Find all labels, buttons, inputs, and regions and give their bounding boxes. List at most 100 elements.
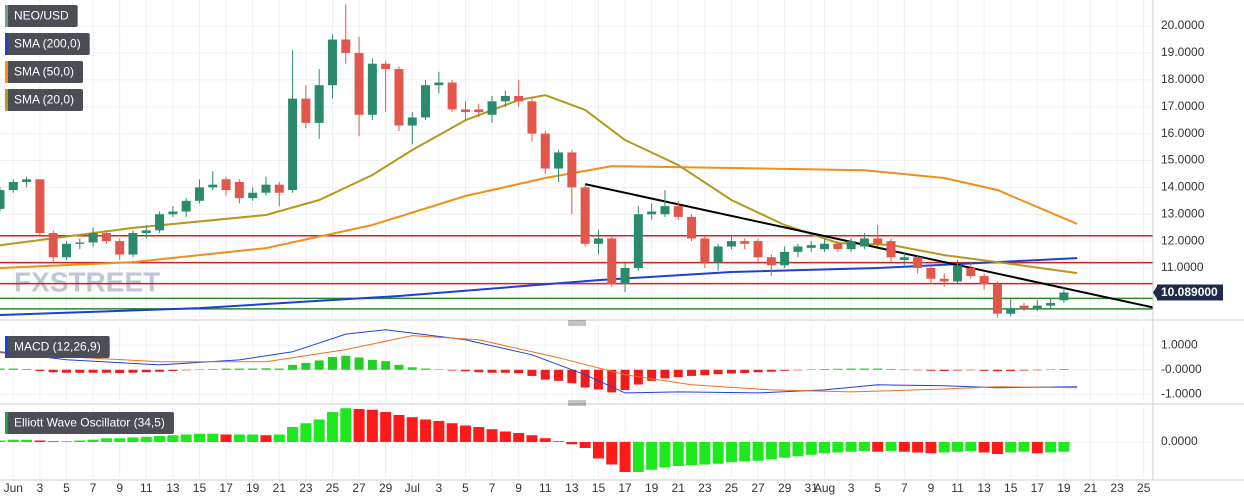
histogram-bar <box>527 369 537 376</box>
x-tick-label: Aug <box>814 481 835 495</box>
legend-item: Elliott Wave Oscillator (34,5) <box>5 412 174 434</box>
histogram-bar <box>327 356 337 370</box>
candle-body <box>1006 308 1016 314</box>
legend-box <box>5 412 174 434</box>
candle-body <box>288 98 298 191</box>
candle-body <box>1032 305 1042 309</box>
resize-grip[interactable] <box>568 400 586 406</box>
x-tick-label: 11 <box>539 481 552 495</box>
oscillator-bar <box>912 441 924 453</box>
x-tick-label: 25 <box>1137 481 1151 495</box>
candle-body <box>873 238 883 244</box>
histogram-bar <box>700 369 710 376</box>
histogram-bar <box>101 369 111 373</box>
histogram-bar <box>780 369 790 371</box>
histogram-bar <box>660 369 670 379</box>
oscillator-bar <box>725 441 737 463</box>
candle-body <box>301 98 311 123</box>
oscillator-bar <box>60 441 72 442</box>
candle-body <box>22 179 32 182</box>
candle-body <box>700 238 710 263</box>
histogram-bar <box>407 367 417 370</box>
histogram-bar <box>540 369 550 380</box>
histogram-bar <box>687 369 697 376</box>
x-tick-label: 9 <box>515 481 522 495</box>
oscillator-bar <box>260 435 272 442</box>
oscillator-bar <box>87 439 99 442</box>
candle-body <box>381 63 391 70</box>
y-tick-label: 0.0000 <box>1161 434 1198 448</box>
candle-body <box>194 187 204 201</box>
histogram-bar <box>620 369 630 390</box>
histogram-bar <box>248 368 258 370</box>
x-tick-label: 27 <box>352 481 366 495</box>
histogram-bar <box>394 364 404 370</box>
oscillator-bar <box>326 411 338 442</box>
legend-box <box>5 5 78 27</box>
oscillator-bar <box>539 438 551 442</box>
candle-body <box>327 39 337 86</box>
legend-box <box>5 89 84 111</box>
histogram-bar <box>554 369 564 381</box>
oscillator-bar <box>353 408 365 442</box>
oscillator-bar <box>34 440 46 442</box>
oscillator-bar <box>273 434 285 442</box>
legend-label: SMA (50,0) <box>14 65 74 79</box>
candle-body <box>61 243 71 258</box>
candle-body <box>673 206 683 217</box>
oscillator-bar <box>486 429 498 442</box>
x-tick-label: 13 <box>565 481 579 495</box>
x-tick-label: 25 <box>725 481 739 495</box>
histogram-bar <box>288 364 298 370</box>
oscillator-bar <box>632 441 644 472</box>
oscillator-bar <box>885 441 897 451</box>
oscillator-bar <box>207 433 219 442</box>
series-line <box>0 329 1078 394</box>
histogram-bar <box>8 368 18 370</box>
candle-body <box>753 241 763 258</box>
legend-swatch <box>5 5 8 27</box>
candle-body <box>713 246 723 263</box>
candle-body <box>780 251 790 266</box>
x-tick-label: 3 <box>436 481 443 495</box>
candle-body <box>833 243 843 250</box>
candle-body <box>966 268 976 277</box>
y-tick-label: 12.0000 <box>1161 233 1205 247</box>
oscillator-bar <box>180 434 192 442</box>
candle-body <box>979 276 989 285</box>
resize-grip[interactable] <box>568 320 586 326</box>
oscillator-bar <box>805 441 817 455</box>
histogram-bar <box>75 369 85 373</box>
oscillator-bar <box>978 441 990 453</box>
oscillator-bar <box>686 441 698 466</box>
oscillator-bar <box>1018 441 1030 452</box>
histogram-bar <box>460 369 470 372</box>
histogram-bar <box>992 369 1002 372</box>
legend-item: SMA (50,0) <box>5 61 84 83</box>
x-tick-label: Jun <box>4 481 23 495</box>
histogram-bar <box>421 368 431 370</box>
histogram-bar <box>899 369 909 371</box>
candle-body <box>394 69 404 126</box>
oscillator-bar <box>313 419 325 442</box>
candle-body <box>407 117 417 126</box>
legend-label: NEO/USD <box>14 9 69 23</box>
oscillator-bar <box>579 441 591 448</box>
overlay: Jun 3 5 7 9 11 13 15 17 19 21 23 25 27 29 Jul 3 5 7 9 11 13 15… <box>4 5 1223 495</box>
histogram-bar <box>820 369 830 370</box>
oscillator-bar <box>819 441 831 454</box>
candle-body <box>487 101 497 115</box>
x-tick-label: 29 <box>778 481 792 495</box>
candle-body <box>687 216 697 239</box>
legend-box <box>5 33 90 55</box>
histogram-bar <box>1059 369 1069 370</box>
legend-label: MACD (12,26,9) <box>14 340 101 354</box>
histogram-bar <box>913 369 923 371</box>
x-tick-label: 19 <box>645 481 659 495</box>
oscillator-bar <box>473 426 485 442</box>
x-tick-label: 15 <box>1004 481 1018 495</box>
price-badge <box>1157 284 1223 301</box>
oscillator-bar <box>140 436 152 442</box>
oscillator-bar <box>233 434 245 442</box>
